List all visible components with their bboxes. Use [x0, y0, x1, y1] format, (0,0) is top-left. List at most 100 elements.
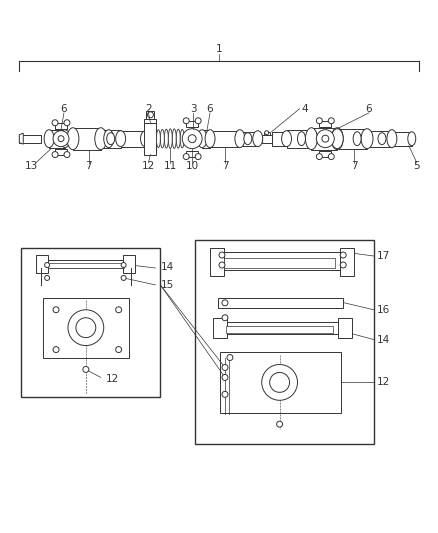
Bar	[73, 128, 101, 150]
Bar	[319, 151, 331, 157]
Ellipse shape	[156, 130, 160, 148]
Text: 10: 10	[186, 160, 199, 171]
Ellipse shape	[244, 133, 252, 144]
Bar	[186, 151, 198, 157]
Polygon shape	[19, 133, 23, 144]
Text: 1: 1	[215, 44, 223, 54]
Ellipse shape	[253, 131, 263, 147]
Ellipse shape	[67, 128, 79, 150]
Ellipse shape	[387, 130, 397, 148]
Circle shape	[121, 276, 126, 280]
Ellipse shape	[107, 133, 115, 144]
Ellipse shape	[331, 129, 343, 149]
Ellipse shape	[183, 118, 189, 124]
Circle shape	[265, 131, 268, 135]
Bar	[240, 132, 258, 146]
Ellipse shape	[52, 151, 58, 158]
Bar	[21, 248, 160, 397]
Bar	[338, 318, 352, 337]
Bar	[43, 298, 129, 358]
Bar	[224, 258, 335, 268]
Text: 16: 16	[377, 305, 390, 315]
Ellipse shape	[197, 130, 207, 148]
Bar	[202, 130, 210, 148]
Text: 14: 14	[160, 262, 173, 272]
Polygon shape	[145, 119, 156, 123]
Bar	[36, 255, 48, 273]
Bar	[55, 149, 67, 155]
Circle shape	[121, 263, 126, 268]
Circle shape	[76, 318, 96, 337]
Circle shape	[53, 307, 59, 313]
Bar	[215, 252, 344, 270]
Circle shape	[227, 354, 233, 360]
Bar	[264, 132, 270, 135]
Bar	[210, 131, 240, 147]
Bar	[262, 135, 272, 143]
Bar	[41, 260, 131, 268]
Circle shape	[262, 365, 297, 400]
Circle shape	[322, 135, 329, 142]
Bar	[146, 111, 155, 119]
Circle shape	[53, 131, 69, 147]
Bar	[210, 248, 224, 276]
Text: 2: 2	[145, 104, 152, 114]
Text: 14: 14	[377, 335, 390, 345]
Bar	[319, 121, 331, 127]
Text: 12: 12	[106, 374, 119, 384]
Circle shape	[188, 135, 196, 143]
Text: 7: 7	[222, 160, 228, 171]
Text: 6: 6	[207, 104, 213, 114]
Text: 7: 7	[85, 160, 92, 171]
Bar	[186, 121, 198, 127]
Ellipse shape	[44, 130, 54, 148]
Circle shape	[116, 307, 122, 313]
Circle shape	[222, 315, 228, 321]
Ellipse shape	[331, 128, 343, 150]
Circle shape	[219, 252, 225, 258]
Circle shape	[45, 276, 49, 280]
Ellipse shape	[64, 120, 70, 126]
Ellipse shape	[60, 130, 70, 148]
Ellipse shape	[328, 154, 334, 159]
Circle shape	[222, 391, 228, 397]
Bar	[311, 128, 337, 150]
Bar	[392, 132, 412, 146]
Circle shape	[83, 367, 89, 373]
Text: 6: 6	[61, 104, 67, 114]
Bar	[120, 131, 145, 147]
Circle shape	[270, 373, 290, 392]
Text: 13: 13	[25, 160, 38, 171]
Circle shape	[222, 375, 228, 381]
Ellipse shape	[141, 131, 150, 147]
Text: 12: 12	[142, 160, 155, 171]
Ellipse shape	[104, 130, 114, 148]
Bar	[55, 123, 67, 129]
Circle shape	[222, 300, 228, 306]
Ellipse shape	[172, 129, 176, 149]
Text: 11: 11	[164, 160, 177, 171]
Circle shape	[68, 310, 104, 345]
Circle shape	[116, 346, 122, 352]
Ellipse shape	[205, 130, 215, 148]
Bar	[123, 255, 134, 273]
Ellipse shape	[116, 131, 126, 147]
Ellipse shape	[305, 128, 318, 150]
Ellipse shape	[176, 129, 180, 148]
Text: 15: 15	[160, 280, 173, 290]
Bar	[367, 131, 392, 147]
Circle shape	[45, 263, 49, 268]
Text: 5: 5	[413, 160, 420, 171]
Bar	[49, 130, 65, 148]
Ellipse shape	[183, 154, 189, 159]
Ellipse shape	[353, 132, 361, 146]
Ellipse shape	[408, 132, 416, 146]
Ellipse shape	[282, 131, 292, 147]
Ellipse shape	[361, 129, 373, 149]
Circle shape	[222, 365, 228, 370]
Bar	[340, 248, 354, 276]
Ellipse shape	[195, 154, 201, 159]
Circle shape	[219, 262, 225, 268]
Ellipse shape	[168, 129, 172, 149]
Bar	[19, 135, 41, 143]
